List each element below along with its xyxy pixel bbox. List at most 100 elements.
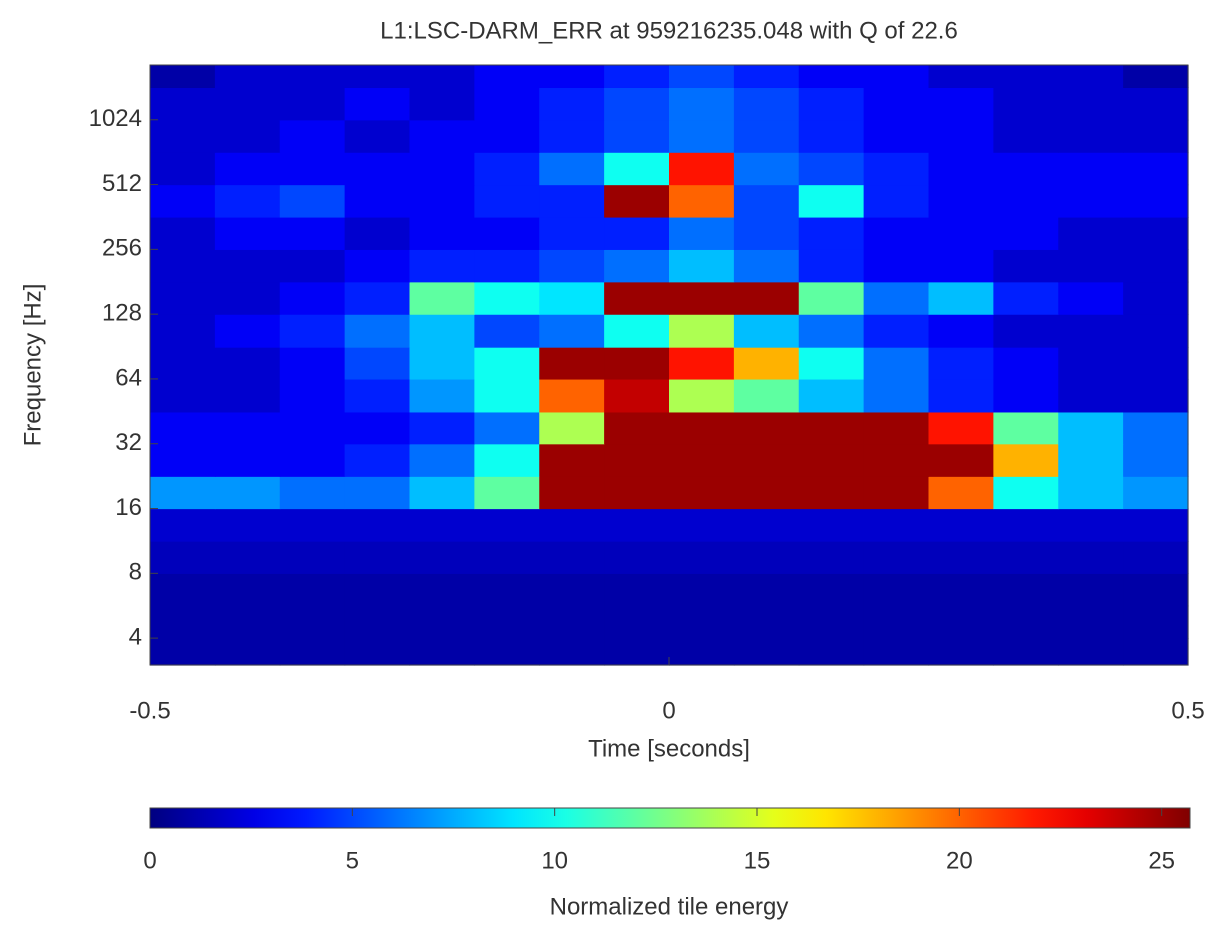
heat-cell [993, 281, 1059, 315]
heat-cell [409, 541, 475, 574]
heat-cell [604, 411, 670, 445]
heat-cell [863, 314, 930, 348]
heat-cell [928, 411, 994, 445]
heat-cell [344, 249, 411, 283]
heat-cell [539, 443, 605, 477]
heat-cell [150, 152, 216, 186]
heat-cell [993, 119, 1059, 153]
heat-cell [344, 411, 411, 445]
heat-cell [279, 573, 346, 607]
heat-cell [279, 443, 346, 477]
heat-cell [409, 347, 475, 380]
heat-cell [1058, 638, 1124, 666]
heat-cell [928, 314, 994, 348]
x-tick-label: -0.5 [129, 697, 170, 724]
x-tick-label: 0.5 [1171, 697, 1204, 724]
heat-cell [344, 573, 411, 607]
y-tick-label: 32 [115, 429, 142, 456]
heat-cell [539, 541, 605, 574]
heat-cell [539, 314, 605, 348]
x-axis-label: Time [seconds] [588, 735, 750, 762]
heat-cell [539, 573, 605, 607]
heat-cell [669, 184, 735, 218]
heat-cell [863, 638, 930, 666]
heat-cell [928, 281, 994, 315]
heat-cell [669, 605, 735, 639]
heat-cell [1123, 314, 1189, 348]
heat-cell [344, 476, 411, 510]
heat-cell [539, 638, 605, 666]
heat-cell [150, 119, 216, 153]
heat-cell [1123, 541, 1189, 574]
heat-cell [409, 216, 475, 250]
heat-cell [993, 573, 1059, 607]
heat-cell [1058, 476, 1124, 510]
heat-cell [863, 249, 930, 283]
heat-cell [798, 87, 865, 121]
heat-cell [928, 638, 994, 666]
heat-cell [279, 314, 346, 348]
heat-cell [409, 314, 475, 348]
heat-cell [669, 378, 735, 413]
heat-cell [733, 152, 800, 186]
heat-cell [733, 249, 800, 283]
heat-cell [1058, 281, 1124, 315]
heat-cell [863, 541, 930, 574]
heat-cell [1123, 378, 1189, 413]
heat-cell [733, 508, 800, 542]
heat-cell [1058, 119, 1124, 153]
heat-cell [1123, 184, 1189, 218]
heat-cell [344, 508, 411, 542]
heat-cell [993, 314, 1059, 348]
heat-cell [604, 347, 670, 380]
y-tick-label: 512 [102, 170, 142, 197]
heat-cell [993, 508, 1059, 542]
heat-cell [474, 281, 540, 315]
heat-cell [474, 476, 540, 510]
heat-cell [539, 347, 605, 380]
y-axis-label: Frequency [Hz] [19, 284, 46, 447]
heat-cell [798, 573, 865, 607]
heat-cell [993, 605, 1059, 639]
heat-cell [863, 347, 930, 380]
heat-cell [798, 541, 865, 574]
heat-cell [863, 411, 930, 445]
heat-cell [279, 347, 346, 380]
heat-cell [150, 216, 216, 250]
heat-cell [150, 443, 216, 477]
heat-cell [604, 249, 670, 283]
x-tick-label: 0 [662, 697, 675, 724]
heat-cell [604, 216, 670, 250]
y-tick-label: 8 [129, 559, 142, 586]
heat-cell [733, 184, 800, 218]
heat-cell [798, 378, 865, 413]
heat-cell [474, 184, 540, 218]
heat-cell [1123, 508, 1189, 542]
heat-cell [344, 87, 411, 121]
heat-cell [669, 216, 735, 250]
heat-cell [474, 249, 540, 283]
heat-cell [474, 378, 540, 413]
heat-cell [604, 476, 670, 510]
heat-cell [539, 281, 605, 315]
heat-cell [798, 216, 865, 250]
colorbar-tick-label: 20 [946, 847, 973, 874]
heat-cell [669, 476, 735, 510]
heat-cell [1123, 573, 1189, 607]
heat-cell [214, 314, 281, 348]
heat-cell [928, 87, 994, 121]
heat-cell [344, 216, 411, 250]
heat-cell [928, 184, 994, 218]
heat-cell [798, 281, 865, 315]
heat-cell [214, 605, 281, 639]
heat-cell [863, 184, 930, 218]
heat-cell [474, 605, 540, 639]
heat-cell [279, 605, 346, 639]
heat-cell [1123, 216, 1189, 250]
heat-cell [669, 281, 735, 315]
heat-cell [993, 184, 1059, 218]
heat-cell [279, 638, 346, 666]
colorbar-tick-label: 25 [1148, 847, 1175, 874]
y-tick-label: 1024 [89, 105, 142, 132]
heat-cell [604, 573, 670, 607]
